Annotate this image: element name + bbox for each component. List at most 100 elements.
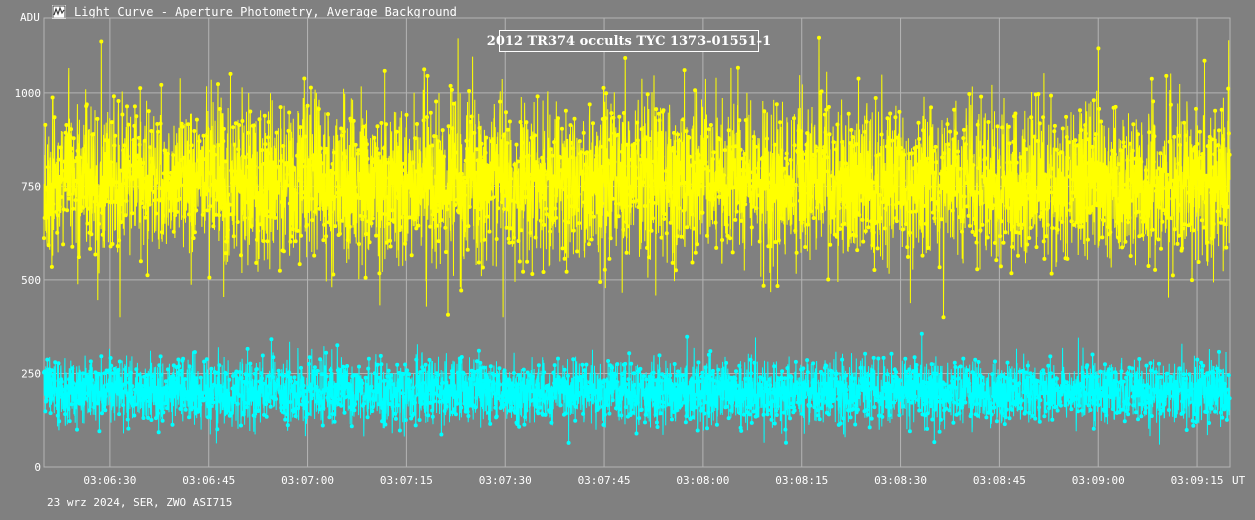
data-point [267, 209, 272, 214]
data-point [175, 370, 180, 375]
data-point [98, 202, 102, 207]
data-point [1074, 397, 1078, 401]
data-point [481, 378, 486, 383]
data-point [521, 387, 526, 392]
data-point [177, 384, 182, 389]
data-point [141, 161, 146, 165]
data-point [271, 160, 276, 165]
data-point [448, 375, 453, 380]
data-point [689, 381, 694, 386]
data-point [501, 404, 506, 409]
data-point [391, 382, 396, 387]
data-point [409, 190, 414, 195]
series-markers [42, 331, 1232, 445]
data-point [917, 137, 922, 141]
data-point [842, 221, 847, 226]
data-point [243, 155, 248, 160]
data-point [712, 197, 717, 202]
data-point [683, 192, 688, 197]
data-point [892, 186, 897, 191]
data-point [971, 163, 976, 168]
data-point [88, 359, 93, 364]
data-point [641, 374, 646, 378]
data-point [146, 109, 151, 114]
data-point [724, 223, 729, 227]
data-point [572, 116, 577, 121]
data-point [863, 351, 868, 356]
data-point [991, 203, 995, 208]
data-point [764, 149, 769, 154]
data-point [81, 195, 86, 200]
data-point [327, 188, 332, 193]
data-point [643, 412, 648, 417]
data-point [1152, 134, 1157, 139]
data-point [299, 391, 304, 396]
data-point [676, 132, 680, 137]
data-point [553, 206, 558, 211]
data-point [90, 192, 95, 196]
data-point [855, 407, 860, 412]
data-point [882, 396, 887, 401]
data-point [52, 115, 57, 120]
data-point [873, 96, 878, 100]
data-point [470, 166, 475, 171]
series-markers [42, 35, 1232, 320]
data-point [790, 186, 795, 191]
data-point [207, 396, 212, 401]
data-point [116, 99, 121, 103]
data-point [820, 209, 825, 214]
data-point [444, 250, 448, 254]
data-point [1083, 131, 1088, 136]
data-point [630, 391, 635, 396]
data-point [395, 170, 400, 175]
data-point [1182, 372, 1187, 377]
data-point [328, 368, 333, 373]
data-point [519, 159, 524, 164]
data-point [266, 374, 271, 378]
data-point [156, 411, 160, 416]
data-point [660, 154, 665, 159]
data-point [212, 144, 216, 149]
data-point [1220, 162, 1225, 167]
data-point [432, 134, 437, 139]
data-point [1068, 201, 1073, 206]
data-point [552, 363, 557, 368]
data-point [1034, 245, 1039, 250]
data-point [216, 370, 220, 375]
data-point [517, 376, 522, 381]
data-point [674, 155, 679, 160]
data-point [198, 402, 203, 407]
data-point [107, 368, 112, 372]
data-point [439, 432, 444, 437]
data-point [1113, 104, 1118, 109]
data-point [402, 168, 407, 173]
data-point [560, 126, 564, 131]
data-point [1009, 387, 1014, 392]
data-point [904, 207, 909, 211]
data-point [1042, 256, 1047, 261]
data-point [310, 393, 315, 397]
data-point [343, 212, 348, 217]
data-point [471, 174, 476, 179]
data-point [393, 187, 398, 192]
data-point [1224, 245, 1229, 250]
data-point [55, 213, 60, 218]
data-point [971, 372, 976, 377]
data-point [691, 182, 696, 187]
data-point [550, 193, 555, 198]
data-point [987, 397, 991, 401]
data-point [242, 206, 247, 211]
data-point [380, 419, 385, 424]
data-point [1018, 155, 1023, 160]
data-point [838, 403, 843, 408]
data-point [861, 384, 866, 389]
data-point [765, 412, 770, 417]
data-point [946, 147, 951, 152]
data-point [530, 272, 535, 276]
data-point [137, 142, 142, 147]
data-point [1012, 191, 1017, 196]
data-point [1097, 106, 1102, 111]
data-point [921, 379, 926, 384]
data-point [1165, 387, 1170, 392]
data-point [1064, 135, 1069, 139]
